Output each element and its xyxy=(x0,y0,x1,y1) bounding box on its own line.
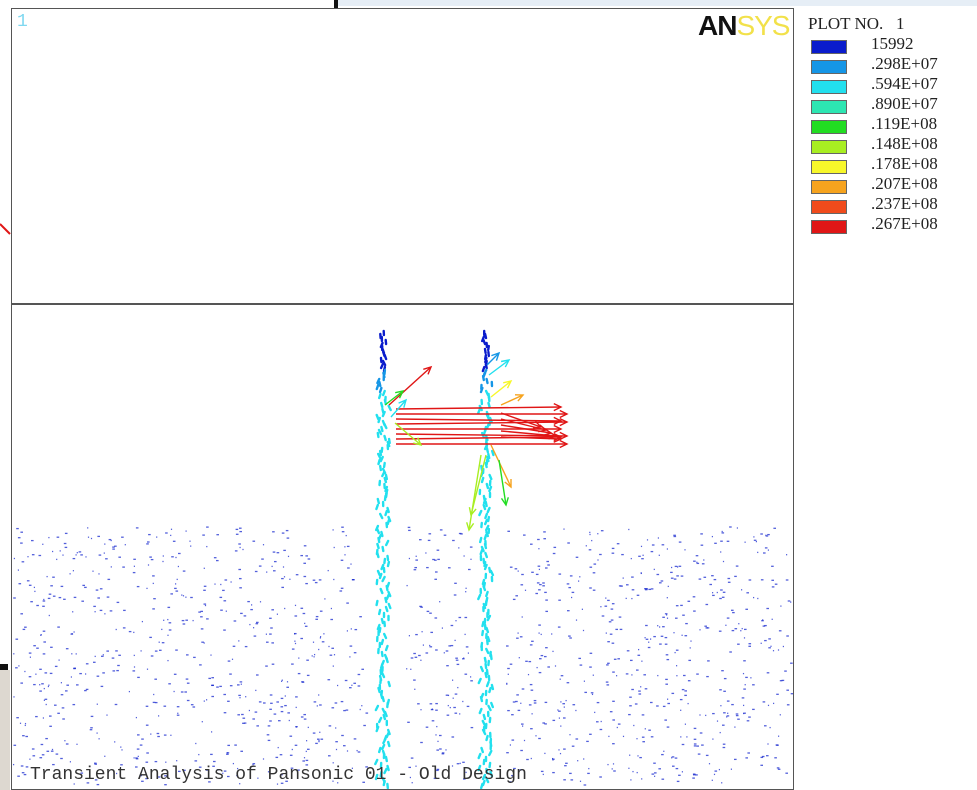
legend-entry: .178E+08 xyxy=(808,154,973,176)
left-edge-panel xyxy=(0,670,10,790)
legend-swatch xyxy=(811,120,847,134)
legend-entry: .298E+07 xyxy=(808,54,973,76)
legend-value: .207E+08 xyxy=(871,174,938,193)
right-slot-vectors xyxy=(477,329,495,789)
ansys-logo: ANSYS xyxy=(698,10,790,42)
plot-divider xyxy=(11,303,794,305)
top-strip xyxy=(0,0,977,8)
legend-swatch xyxy=(811,160,847,174)
legend-swatch xyxy=(811,60,847,74)
plot-frame xyxy=(11,8,794,790)
window-title-band xyxy=(336,0,977,6)
legend-value: 15992 xyxy=(871,34,914,53)
legend-value: .178E+08 xyxy=(871,154,938,173)
window-number: 1 xyxy=(17,12,28,32)
plot-number-label: PLOT NO. 1 xyxy=(808,14,905,33)
legend-swatch xyxy=(811,40,847,54)
legend-value: .267E+08 xyxy=(871,214,938,233)
left-slot-vectors xyxy=(374,329,392,789)
legend-swatch xyxy=(811,200,847,214)
legend-value: .594E+07 xyxy=(871,74,938,93)
legend-swatch xyxy=(811,220,847,234)
legend-swatch xyxy=(811,140,847,154)
legend-entry: .890E+07 xyxy=(808,94,973,116)
high-velocity-arrows xyxy=(384,351,569,532)
legend-entry: .119E+08 xyxy=(808,114,973,136)
contour-legend: PLOT NO. 1 15992 .298E+07 .594E+07 .890E… xyxy=(808,14,973,234)
window-edge-marker xyxy=(334,0,338,8)
legend-entry: .148E+08 xyxy=(808,134,973,156)
legend-value: .237E+08 xyxy=(871,194,938,213)
vector-plot-area xyxy=(13,329,793,789)
legend-entry: 15992 xyxy=(808,34,973,56)
node-dot-field xyxy=(13,526,793,786)
red-arrow-fragment xyxy=(0,223,11,235)
logo-text-light: SYS xyxy=(736,10,790,41)
legend-entry: .267E+08 xyxy=(808,214,973,236)
legend-swatch xyxy=(811,80,847,94)
legend-entry: .207E+08 xyxy=(808,174,973,196)
legend-value: .890E+07 xyxy=(871,94,938,113)
legend-value: .119E+08 xyxy=(871,114,938,133)
legend-entry: .594E+07 xyxy=(808,74,973,96)
logo-text-dark: AN xyxy=(698,10,737,41)
legend-value: .298E+07 xyxy=(871,54,938,73)
legend-value: .148E+08 xyxy=(871,134,938,153)
legend-swatch xyxy=(811,180,847,194)
legend-swatch xyxy=(811,100,847,114)
legend-entry: .237E+08 xyxy=(808,194,973,216)
left-edge-bar xyxy=(0,664,8,670)
plot-caption: Transient Analysis of Pansonic 01 - Old … xyxy=(30,765,527,785)
